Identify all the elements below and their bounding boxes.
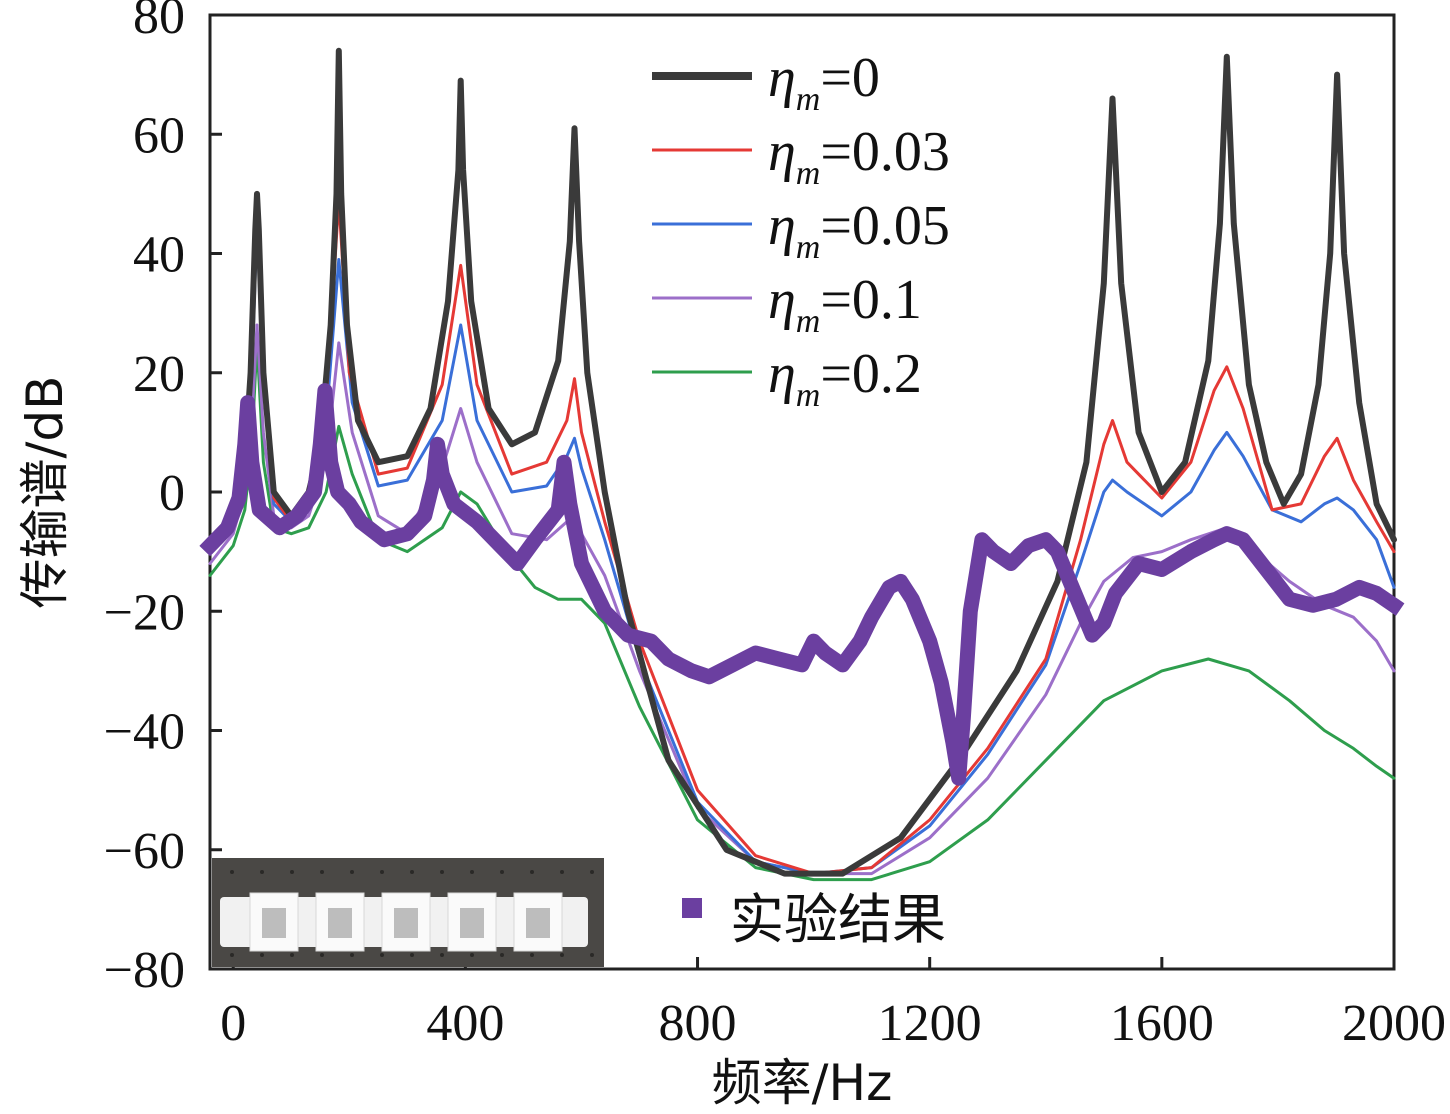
y-axis-label: 传输谱/dB [16, 376, 74, 609]
y-tick-label: 20 [133, 346, 185, 403]
series-line [208, 341, 1396, 882]
y-tick-label: 0 [159, 465, 185, 522]
y-tick-label: −20 [104, 584, 185, 641]
experiment-legend-marker [682, 898, 702, 918]
x-axis-label: 频率/Hz [712, 1054, 893, 1112]
x-tick-label: 800 [659, 995, 737, 1052]
y-tick-label: 60 [133, 107, 185, 164]
y-tick-label: 80 [133, 0, 185, 45]
series-line [199, 383, 1405, 786]
inset-photo [212, 858, 604, 967]
y-tick-label: −40 [104, 704, 185, 761]
y-tick-label: −60 [104, 823, 185, 880]
series-layer [199, 47, 1405, 882]
legend-label: ηm=0.03 [768, 121, 950, 192]
ticks-layer: 0 400 800 1200 1600 2000 80 60 40 20 0 −20 −40 −60 −80 [104, 0, 1446, 1052]
x-tick-label: 2000 [1342, 995, 1446, 1052]
x-tick-label: 0 [220, 995, 246, 1052]
legend-label: ηm=0 [768, 47, 880, 118]
experiment-legend: 实验结果 [682, 888, 946, 951]
y-tick-label: 40 [133, 227, 185, 284]
inset-photo-specimen [220, 892, 588, 952]
y-tick-label: −80 [104, 942, 185, 999]
inset-photo-dots [230, 870, 594, 957]
legend-label: ηm=0.1 [768, 269, 922, 340]
experiment-legend-label: 实验结果 [730, 888, 946, 951]
x-tick-label: 1600 [1110, 995, 1214, 1052]
x-tick-label: 1200 [878, 995, 982, 1052]
x-tick-label: 400 [426, 995, 504, 1052]
legend-label: ηm=0.05 [768, 195, 950, 266]
legend-label: ηm=0.2 [768, 343, 922, 414]
